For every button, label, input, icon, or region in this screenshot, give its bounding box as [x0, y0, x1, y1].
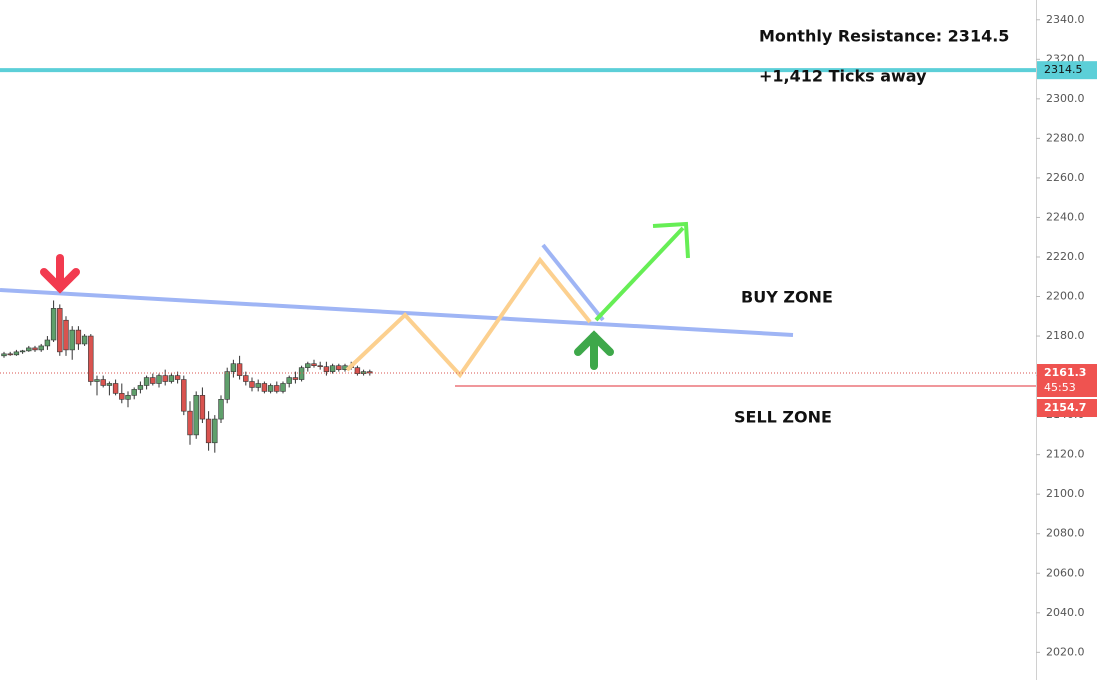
candle-body: [19, 350, 26, 353]
candle-body: [26, 347, 32, 352]
candle-body: [94, 379, 100, 382]
candle-body: [205, 418, 212, 444]
candle-body: [88, 335, 94, 382]
candle-body: [100, 379, 106, 386]
candle-body: [280, 383, 286, 392]
down-arrow: [40, 254, 80, 294]
candle-body: [13, 351, 20, 356]
candle-body: [119, 393, 125, 400]
candle-body: [292, 377, 299, 380]
candle-body: [243, 375, 249, 382]
candle-body: [69, 329, 75, 351]
candle-body: [305, 363, 311, 368]
candle-body: [224, 371, 230, 400]
candle-body: [311, 363, 317, 366]
candle-body: [75, 329, 82, 345]
candle-body: [181, 379, 187, 412]
y-tick-label: 2060.0: [1046, 566, 1085, 579]
current-price-box: [1037, 364, 1097, 398]
candle-body: [323, 366, 330, 372]
y-tick-label: 2180.0: [1046, 329, 1085, 342]
y-tick-label: 2340.0: [1046, 13, 1085, 26]
trend-line: [0, 288, 794, 337]
y-tick-label: 2100.0: [1046, 487, 1085, 500]
y-tick-label: 2040.0: [1046, 606, 1085, 619]
candle-body: [187, 410, 193, 436]
resistance-label: Monthly Resistance: 2314.5: [759, 27, 1009, 46]
candle-body: [168, 375, 175, 382]
projection-path: [345, 256, 592, 379]
candle-body: [329, 365, 336, 372]
target-arrow: [594, 226, 685, 322]
candle-body: [286, 377, 292, 384]
candle-body: [212, 418, 218, 444]
drawings: [0, 221, 794, 379]
candle-body: [57, 308, 63, 353]
resistance-price-box: [1037, 61, 1097, 80]
y-tick-label: 2020.0: [1046, 645, 1085, 658]
ticks-away-label: +1,412 Ticks away: [759, 67, 927, 86]
candle-body: [38, 345, 44, 351]
candle-body: [267, 385, 274, 392]
candle-body: [249, 381, 255, 388]
candle-body: [112, 383, 119, 394]
candle-body: [336, 365, 342, 370]
y-tick-label: 2220.0: [1046, 250, 1085, 263]
y-tick-label: 2280.0: [1046, 131, 1085, 144]
candle-body: [1, 353, 7, 357]
candle-body: [354, 367, 361, 374]
candle-body: [317, 365, 323, 367]
candle-body: [236, 363, 243, 376]
y-tick-label: 2200.0: [1046, 290, 1085, 303]
candle-body: [63, 319, 69, 351]
up-arrow: [574, 330, 614, 370]
candle-body: [298, 367, 305, 380]
y-tick-label: 2080.0: [1046, 527, 1085, 540]
y-tick-label: 2120.0: [1046, 448, 1085, 461]
candle-body: [162, 375, 168, 382]
candle-body: [218, 399, 224, 420]
candle-body: [255, 383, 261, 388]
candle-body: [131, 389, 137, 396]
candle-body: [230, 363, 237, 372]
countdown: 45:53: [1044, 381, 1076, 394]
candle-body: [32, 347, 38, 351]
pullback-line: [541, 243, 605, 322]
candle-body: [174, 375, 181, 380]
sell-price-box: [1037, 399, 1097, 418]
candle-body: [156, 375, 162, 384]
candle-body: [261, 383, 268, 392]
candle-body: [50, 308, 57, 341]
candle-body: [44, 339, 51, 347]
candle-body: [143, 377, 150, 386]
y-tick-label: 2240.0: [1046, 210, 1085, 223]
candle-body: [199, 395, 206, 420]
sell-price: 2154.7: [1044, 401, 1086, 414]
candle-body: [7, 353, 13, 356]
current-price: 2161.3: [1044, 366, 1086, 379]
target-arrow-head: [652, 221, 690, 259]
candle-body: [274, 385, 280, 392]
y-tick-label: 2260.0: [1046, 171, 1085, 184]
candle-body: [125, 395, 131, 400]
candle-body: [106, 383, 113, 386]
buy-zone-label: BUY ZONE: [741, 288, 833, 307]
candle-body: [137, 385, 144, 390]
candle-body: [81, 335, 88, 345]
candle-body: [193, 395, 199, 436]
resistance-price: 2314.5: [1044, 63, 1083, 76]
y-tick-label: 2300.0: [1046, 92, 1085, 105]
candle-body: [150, 377, 156, 384]
candles: [1, 300, 373, 453]
sell-zone-label: SELL ZONE: [734, 408, 832, 427]
